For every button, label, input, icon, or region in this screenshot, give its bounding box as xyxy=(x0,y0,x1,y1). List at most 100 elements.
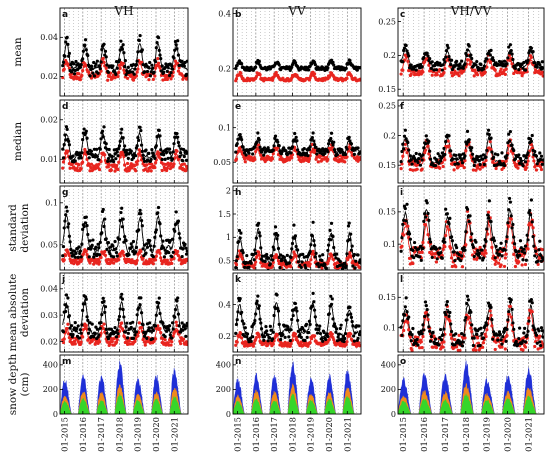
panel-letter-h: h xyxy=(235,188,241,198)
black-point xyxy=(302,329,306,333)
black-point xyxy=(116,332,120,336)
black-point xyxy=(444,303,449,307)
black-point xyxy=(317,327,321,331)
red-point xyxy=(293,332,298,336)
black-point xyxy=(490,150,494,154)
black-point xyxy=(414,151,418,156)
black-point xyxy=(154,46,158,50)
black-point xyxy=(156,211,160,215)
black-point xyxy=(506,318,510,322)
black-point xyxy=(296,318,300,323)
red-point xyxy=(426,144,430,148)
black-point xyxy=(257,59,261,63)
black-point xyxy=(124,325,128,329)
black-point xyxy=(181,159,185,163)
black-point xyxy=(314,251,318,256)
red-point xyxy=(441,164,445,169)
red-point xyxy=(97,340,102,344)
black-point xyxy=(100,129,105,133)
red-point xyxy=(67,66,71,70)
red-point xyxy=(503,347,507,351)
black-point xyxy=(454,332,458,336)
black-point xyxy=(156,305,160,309)
panel-plot-area xyxy=(233,355,361,414)
red-point xyxy=(308,262,312,266)
snow-depth-min-area xyxy=(522,395,537,414)
black-point xyxy=(134,250,138,254)
black-point xyxy=(276,233,280,237)
red-point xyxy=(357,341,361,345)
red-point xyxy=(97,167,102,172)
black-point xyxy=(289,255,293,259)
red-point xyxy=(427,63,431,67)
black-point xyxy=(504,339,508,343)
panel-frame xyxy=(232,185,362,271)
black-point xyxy=(178,236,182,240)
red-point xyxy=(172,256,176,261)
snow-depth-min-area xyxy=(460,393,474,414)
black-point xyxy=(75,327,79,331)
black-point xyxy=(244,153,248,157)
x-tick-label-group: 01-2018 xyxy=(461,417,471,452)
red-point xyxy=(173,64,177,68)
x-tick-label: 01-2021 xyxy=(523,417,533,452)
black-point xyxy=(541,158,544,162)
black-point xyxy=(541,335,544,339)
black-point xyxy=(312,243,317,248)
red-point xyxy=(434,346,439,350)
red-point xyxy=(312,72,317,76)
black-point xyxy=(302,147,306,151)
panel-plot-area xyxy=(234,8,361,96)
red-point xyxy=(476,336,480,340)
black-point xyxy=(504,156,508,160)
red-point xyxy=(169,162,173,166)
black-point xyxy=(256,131,260,135)
black-point xyxy=(69,63,73,67)
black-point xyxy=(154,313,158,317)
y-tick-label: 200 xyxy=(381,385,396,394)
black-point xyxy=(531,50,535,54)
black-point xyxy=(165,150,169,154)
black-point xyxy=(61,60,66,65)
black-point xyxy=(160,64,164,68)
panel-plot-area xyxy=(61,8,188,96)
black-point xyxy=(170,336,174,340)
black-point xyxy=(288,339,292,343)
black-point xyxy=(472,254,476,259)
red-point xyxy=(127,339,131,343)
black-point xyxy=(114,247,118,251)
black-point xyxy=(131,320,135,324)
panel-letter-j: j xyxy=(61,275,65,285)
red-point xyxy=(533,344,537,349)
black-point xyxy=(408,330,412,335)
red-point xyxy=(103,253,108,257)
black-point xyxy=(436,152,440,156)
red-point xyxy=(136,159,140,163)
black-point xyxy=(101,135,105,139)
black-point xyxy=(311,291,315,295)
black-point xyxy=(301,252,305,257)
black-point xyxy=(115,66,119,70)
black-point xyxy=(464,230,468,234)
row-label-text: deviation xyxy=(19,203,31,252)
red-point xyxy=(515,162,519,167)
black-point xyxy=(273,134,278,138)
black-point xyxy=(284,328,289,332)
black-point xyxy=(531,234,535,239)
black-point xyxy=(457,253,461,257)
black-point xyxy=(141,153,145,157)
black-point xyxy=(526,238,530,242)
black-point xyxy=(163,157,167,161)
black-point xyxy=(251,335,255,339)
black-point xyxy=(141,247,145,251)
black-point xyxy=(449,149,453,153)
black-point xyxy=(172,56,176,60)
black-point xyxy=(130,245,134,249)
red-point xyxy=(234,157,239,161)
black-point xyxy=(449,235,454,239)
black-point xyxy=(78,65,83,69)
black-point xyxy=(151,337,155,341)
black-point xyxy=(324,266,328,270)
red-point xyxy=(443,158,447,162)
black-point xyxy=(463,318,467,322)
